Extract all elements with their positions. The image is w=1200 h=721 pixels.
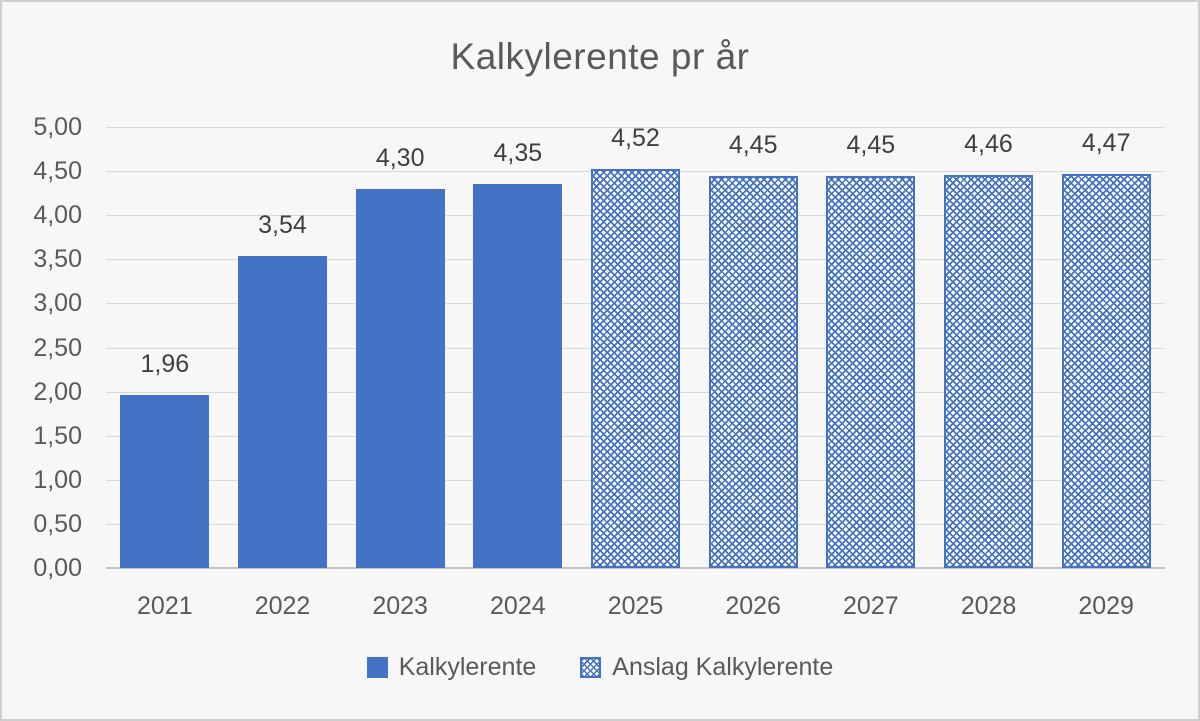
bar-data-label: 1,96: [140, 350, 190, 379]
y-axis-tick-label: 2,00: [33, 377, 82, 406]
bar-2023: [355, 188, 445, 568]
y-axis-tick-label: 1,00: [33, 465, 82, 494]
y-axis-tick-label: 4,50: [33, 157, 82, 186]
y-axis-tick-label: 0,50: [33, 509, 82, 538]
x-axis-line: [106, 567, 1165, 569]
x-axis-tick-label: 2022: [254, 592, 311, 620]
y-axis-tick-label: 5,00: [33, 113, 82, 141]
gridline: [106, 127, 1165, 128]
x-axis-tick-label: 2027: [843, 592, 899, 620]
bar-data-label: 3,54: [258, 210, 307, 239]
legend: Kalkylerente Anslag Kalkylerente: [2, 653, 1198, 682]
legend-item-kalkylerente: Kalkylerente: [366, 653, 537, 682]
solid-swatch-icon: [366, 657, 388, 678]
chart-title: Kalkylerente pr år: [450, 36, 750, 77]
x-axis-tick-label: 2026: [725, 592, 781, 620]
x-axis-tick-label: 2028: [960, 592, 1017, 620]
y-axis-tick-label: 3,00: [33, 289, 82, 318]
bar-2028: [944, 174, 1033, 568]
bar-data-label: 4,45: [846, 130, 896, 159]
bar-2029: [1061, 173, 1151, 568]
legend-label: Anslag Kalkylerente: [612, 653, 834, 681]
pattern-swatch-icon: [580, 657, 602, 678]
bar-2026: [708, 175, 798, 568]
bar-2025: [591, 169, 680, 568]
bar-data-label: 4,47: [1081, 128, 1131, 157]
bar-2027: [826, 175, 916, 568]
y-axis-tick-label: 3,50: [33, 245, 82, 274]
bar-data-label: 4,45: [728, 130, 778, 159]
y-axis-tick-label: 2,50: [33, 333, 82, 362]
x-axis-tick-label: 2021: [137, 592, 193, 620]
legend-label: Kalkylerente: [398, 653, 537, 681]
x-axis-tick-label: 2023: [372, 592, 428, 620]
bar-2021: [120, 395, 210, 568]
x-axis-tick-label: 2024: [490, 592, 546, 620]
bar-data-label: 4,46: [964, 129, 1013, 158]
bar-2024: [473, 184, 563, 568]
bar-data-label: 4,52: [611, 124, 660, 153]
bar-data-label: 4,30: [375, 143, 425, 172]
y-axis-tick-label: 0,00: [33, 554, 82, 582]
x-axis-tick-label: 2025: [607, 592, 664, 620]
bar-2022: [238, 255, 327, 568]
legend-item-anslag-kalkylerente: Anslag Kalkylerente: [580, 653, 833, 682]
bar-data-label: 4,35: [493, 139, 543, 168]
y-axis-tick-label: 4,00: [33, 201, 82, 230]
x-axis-tick-label: 2029: [1078, 592, 1134, 620]
y-axis-tick-label: 1,50: [33, 421, 82, 450]
